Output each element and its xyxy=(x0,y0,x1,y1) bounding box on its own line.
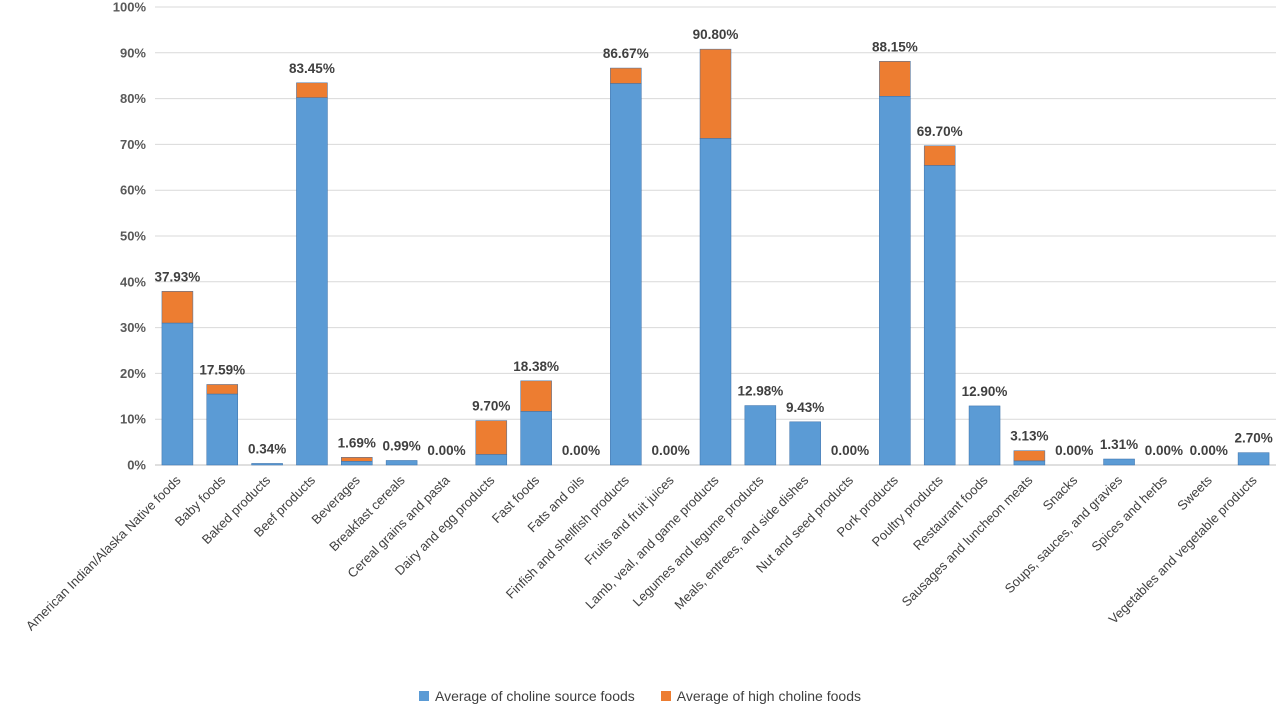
y-axis-ticks: 0% 10% 20% 30% 40% 50% 60% 70% 80% 90% 100% xyxy=(113,0,147,473)
bar-segment-choline-source xyxy=(879,96,911,466)
bar-segment-choline-source xyxy=(296,97,328,466)
y-tick-label: 30% xyxy=(120,320,146,335)
bar-segment-choline-source xyxy=(251,463,283,466)
data-label: 0.00% xyxy=(831,443,869,458)
data-label: 2.70% xyxy=(1234,431,1272,446)
data-label: 37.93% xyxy=(155,269,201,284)
data-label: 0.99% xyxy=(382,438,420,453)
data-label: 12.90% xyxy=(962,384,1008,399)
bars xyxy=(161,48,1270,466)
data-label: 0.00% xyxy=(1055,443,1093,458)
bar-segment-high-choline xyxy=(879,61,911,97)
y-tick-label: 100% xyxy=(113,0,147,15)
y-tick-label: 10% xyxy=(120,412,146,427)
data-label: 3.13% xyxy=(1010,429,1048,444)
bar-segment-choline-source xyxy=(385,460,418,466)
x-axis-categories: American Indian/Alaska Native foodsBaby … xyxy=(23,472,1260,633)
bar-segment-choline-source xyxy=(520,411,552,466)
bar-segment-high-choline xyxy=(520,380,552,412)
bar-segment-choline-source xyxy=(206,393,239,466)
y-tick-label: 70% xyxy=(120,137,146,152)
legend-label-high-choline: Average of high choline foods xyxy=(676,688,861,704)
bar-segment-high-choline xyxy=(699,48,732,139)
bar-segment-high-choline xyxy=(923,145,956,166)
legend-label-choline-source: Average of choline source foods xyxy=(435,688,635,704)
data-label: 0.00% xyxy=(652,443,690,458)
bar-segment-choline-source xyxy=(475,454,508,466)
bar-segment-choline-source xyxy=(1103,458,1135,466)
bar-segment-choline-source xyxy=(968,405,1001,466)
data-label: 18.38% xyxy=(513,359,559,374)
y-tick-label: 80% xyxy=(120,91,146,106)
data-labels: 37.93% 17.59% 0.34% 83.45% 1.69% 0.99% 0.00% 9.… xyxy=(155,27,1273,458)
data-label: 1.31% xyxy=(1100,437,1138,452)
legend: Average of choline source foods Average … xyxy=(0,688,1280,704)
x-category-label: Snacks xyxy=(1040,472,1081,513)
legend-item-high-choline: Average of high choline foods xyxy=(660,688,861,704)
x-category-label: Breakfast cereals xyxy=(326,472,408,554)
y-tick-label: 40% xyxy=(120,274,146,289)
x-category-label: American Indian/Alaska Native foods xyxy=(23,472,184,633)
y-tick-label: 90% xyxy=(120,45,146,60)
data-label: 69.70% xyxy=(917,124,963,139)
bar-segment-choline-source xyxy=(610,83,642,466)
data-label: 1.69% xyxy=(338,435,376,450)
bar-segment-choline-source xyxy=(789,421,821,466)
bar-segment-high-choline xyxy=(1013,450,1046,462)
data-label: 0.00% xyxy=(1145,443,1183,458)
bar-segment-high-choline xyxy=(296,82,328,98)
bar-segment-choline-source xyxy=(699,138,732,466)
data-label: 83.45% xyxy=(289,61,335,76)
legend-swatch-orange xyxy=(660,691,671,701)
bar-segment-high-choline xyxy=(161,291,194,324)
data-label: 90.80% xyxy=(693,27,739,42)
bar-segment-high-choline xyxy=(341,457,373,462)
x-category-label: Spices and herbs xyxy=(1088,472,1170,554)
y-tick-label: 60% xyxy=(120,183,146,198)
x-category-label: Sweets xyxy=(1174,472,1215,513)
data-label: 88.15% xyxy=(872,39,918,54)
bar-segment-high-choline xyxy=(475,420,508,455)
data-label: 0.00% xyxy=(1190,443,1228,458)
bar-segment-choline-source xyxy=(161,322,194,466)
bar-segment-choline-source xyxy=(744,405,777,466)
bar-segment-high-choline xyxy=(610,67,642,84)
data-label: 0.00% xyxy=(427,443,465,458)
data-label: 86.67% xyxy=(603,46,649,61)
data-label: 17.59% xyxy=(199,362,245,377)
bar-segment-choline-source xyxy=(923,165,956,466)
bar-segment-choline-source xyxy=(1237,452,1270,466)
bar-segment-choline-source xyxy=(341,461,373,466)
stacked-bar-chart: 0% 10% 20% 30% 40% 50% 60% 70% 80% 90% 100% 37.93%… xyxy=(23,0,1276,633)
bar-segment-high-choline xyxy=(206,384,239,395)
bar-segment-choline-source xyxy=(1013,460,1046,466)
data-label: 0.00% xyxy=(562,443,600,458)
legend-swatch-blue xyxy=(419,691,429,701)
data-label: 9.43% xyxy=(786,400,824,415)
y-tick-label: 20% xyxy=(120,366,146,381)
legend-item-choline-source: Average of choline source foods xyxy=(419,688,635,704)
data-label: 9.70% xyxy=(472,399,510,414)
y-tick-label: 50% xyxy=(120,229,146,244)
y-tick-label: 0% xyxy=(127,458,146,473)
data-label: 0.34% xyxy=(248,441,286,456)
data-label: 12.98% xyxy=(737,384,783,399)
